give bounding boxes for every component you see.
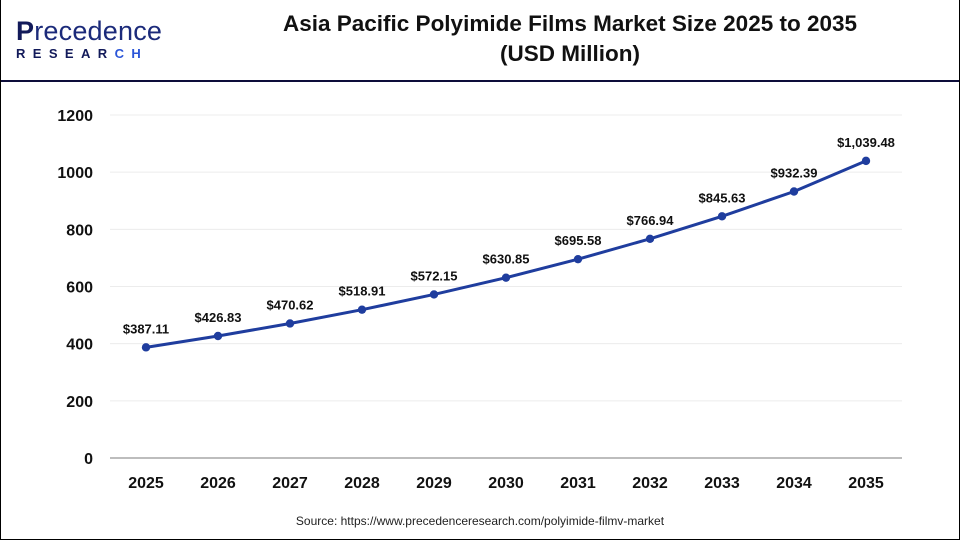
- data-point: [861, 156, 871, 166]
- x-tick-label: 2028: [344, 475, 380, 492]
- x-tick-label: 2030: [488, 475, 524, 492]
- header-divider: [0, 80, 960, 82]
- data-label: $518.91: [339, 284, 386, 299]
- y-tick-label: 200: [66, 394, 93, 411]
- data-point: [573, 254, 583, 264]
- data-point: [357, 305, 367, 314]
- data-label: $932.39: [771, 165, 818, 180]
- y-axis-ticks: 0 200 400 600 800 1000 1200: [57, 108, 93, 468]
- data-label: $845.63: [699, 190, 746, 205]
- y-tick-label: 600: [66, 280, 93, 297]
- data-labels: $387.11 $426.83 $470.62 $518.91 $572.15 $630.…: [123, 135, 895, 336]
- data-point: [717, 212, 727, 221]
- x-tick-label: 2035: [848, 475, 884, 492]
- data-point: [213, 331, 223, 341]
- y-tick-label: 400: [66, 337, 93, 354]
- x-axis-ticks: 2025 2026 2027 2028 2029 2030 2031 2032 2033 2034…: [128, 475, 884, 492]
- y-tick-label: 1000: [57, 165, 93, 182]
- data-label: $572.15: [411, 268, 458, 283]
- data-label: $426.83: [195, 310, 242, 325]
- x-tick-label: 2029: [416, 475, 452, 492]
- data-point: [789, 187, 799, 196]
- data-points: [141, 156, 871, 352]
- data-label: $1,039.48: [837, 135, 895, 150]
- precedence-research-logo: Precedence RESEARCH: [16, 16, 163, 64]
- x-tick-label: 2027: [272, 475, 308, 492]
- data-point: [285, 319, 295, 328]
- x-tick-label: 2032: [632, 475, 668, 492]
- data-point: [141, 343, 151, 352]
- line-chart: 0 200 400 600 800 1000 1200 2025 2026 2027 2028 20…: [0, 82, 960, 502]
- data-point: [429, 290, 439, 299]
- x-tick-label: 2031: [560, 475, 596, 492]
- data-label: $470.62: [267, 297, 314, 312]
- header: Precedence RESEARCH Asia Pacific Polyimi…: [0, 0, 960, 81]
- chart-title: Asia Pacific Polyimide Films Market Size…: [230, 9, 910, 69]
- data-label: $695.58: [555, 233, 602, 248]
- data-label: $630.85: [483, 252, 530, 267]
- data-label: $766.94: [627, 213, 675, 228]
- logo-subtitle: RESEARCH: [16, 46, 149, 61]
- chart-title-line2: (USD Million): [500, 41, 640, 66]
- x-tick-label: 2026: [200, 475, 236, 492]
- x-tick-label: 2033: [704, 475, 740, 492]
- y-tick-label: 0: [84, 451, 93, 468]
- x-tick-label: 2025: [128, 475, 164, 492]
- data-label: $387.11: [123, 321, 169, 336]
- data-point: [501, 273, 511, 282]
- logo-wordmark: Precedence: [16, 16, 163, 46]
- y-tick-label: 1200: [57, 108, 93, 125]
- chart-title-line1: Asia Pacific Polyimide Films Market Size…: [282, 11, 858, 36]
- source-note: Source: https://www.precedenceresearch.c…: [295, 514, 665, 528]
- x-tick-label: 2034: [776, 475, 812, 492]
- data-point: [645, 234, 655, 243]
- gridlines: [110, 114, 902, 459]
- y-tick-label: 800: [66, 222, 93, 239]
